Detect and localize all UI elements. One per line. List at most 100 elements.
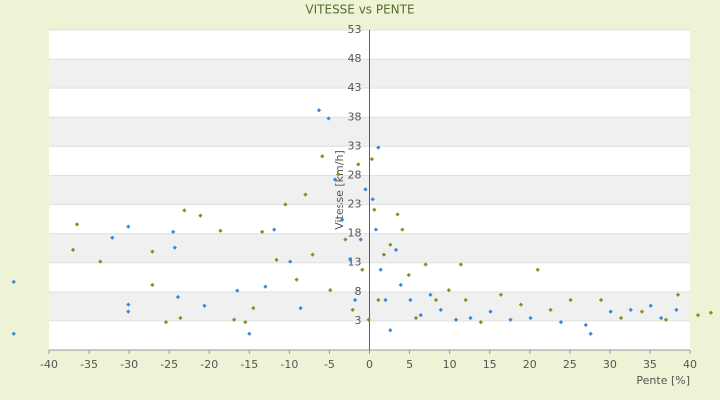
point <box>376 145 381 150</box>
x-axis-title: Pente [%] <box>636 374 690 387</box>
point <box>468 315 473 321</box>
x-tick-label: 30 <box>603 358 617 371</box>
point <box>260 229 265 235</box>
point <box>356 162 361 167</box>
point <box>488 309 493 314</box>
point <box>251 305 256 311</box>
y-tick-label: 18 <box>348 227 362 240</box>
y-tick-label: 43 <box>348 81 362 94</box>
point <box>369 157 375 162</box>
point <box>648 303 653 308</box>
point <box>243 319 248 325</box>
point <box>528 315 533 321</box>
chart-title: VITESSE vs PENTE <box>305 3 414 17</box>
point <box>393 247 399 253</box>
point <box>352 297 358 303</box>
point <box>478 319 483 325</box>
point <box>288 259 293 264</box>
point <box>358 237 363 242</box>
point <box>343 237 348 242</box>
x-tick-label: -35 <box>80 358 98 371</box>
x-tick-label: 0 <box>366 358 373 371</box>
point <box>336 172 341 177</box>
point <box>458 262 463 267</box>
point <box>274 257 279 262</box>
point <box>383 297 388 303</box>
point <box>388 328 393 333</box>
point <box>400 227 405 232</box>
point <box>378 267 383 272</box>
point <box>408 297 413 303</box>
point <box>263 284 268 289</box>
point <box>247 331 252 336</box>
point <box>298 305 303 311</box>
point <box>663 317 669 322</box>
y-tick-label: 33 <box>348 139 362 152</box>
point <box>446 287 451 293</box>
y-tick-label: 48 <box>348 52 362 65</box>
point <box>126 224 131 229</box>
point <box>388 242 393 247</box>
point <box>639 309 645 314</box>
x-tick-label: -30 <box>120 358 138 371</box>
point <box>598 297 604 303</box>
point <box>428 292 433 297</box>
point <box>366 317 371 322</box>
point <box>453 317 459 322</box>
point <box>433 297 439 303</box>
point <box>708 310 713 315</box>
point <box>70 247 76 253</box>
x-tick-label: 25 <box>563 358 577 371</box>
point <box>413 315 419 321</box>
x-tick-label: -10 <box>280 358 298 371</box>
x-tick-label: -25 <box>160 358 178 371</box>
point <box>608 309 613 314</box>
point <box>235 288 240 293</box>
point <box>74 222 80 227</box>
point <box>381 252 387 257</box>
y-tick-label: 53 <box>348 23 362 36</box>
point <box>628 307 633 312</box>
point <box>163 319 169 325</box>
point <box>618 315 624 321</box>
point <box>303 192 308 197</box>
point <box>283 202 288 207</box>
y-tick-label: 38 <box>348 110 362 123</box>
point <box>340 217 345 222</box>
x-tick-label: 20 <box>523 358 537 371</box>
point <box>423 262 428 267</box>
point <box>320 154 325 159</box>
point <box>418 312 423 318</box>
point <box>110 235 115 240</box>
point <box>348 257 353 262</box>
point <box>659 315 664 321</box>
y-axis-title: Vitesse [km/h] <box>333 150 346 230</box>
point <box>294 277 299 282</box>
point <box>175 294 181 300</box>
point <box>150 249 155 254</box>
point <box>535 267 540 272</box>
point <box>202 303 207 308</box>
x-tick-label: 15 <box>483 358 497 371</box>
x-tick-label: 10 <box>443 358 457 371</box>
point <box>463 297 468 303</box>
point <box>218 228 223 233</box>
point <box>583 322 588 328</box>
point <box>675 292 681 297</box>
point <box>372 207 377 212</box>
y-tick-label: 8 <box>355 285 362 298</box>
point <box>182 208 187 213</box>
y-tick-label: 23 <box>348 198 362 211</box>
point <box>328 287 333 293</box>
y-tick-label: 3 <box>355 314 362 327</box>
point <box>438 307 443 312</box>
x-tick-label: 35 <box>643 358 657 371</box>
point <box>548 307 553 312</box>
point <box>373 227 379 232</box>
x-tick-label: -20 <box>200 358 218 371</box>
x-tick-label: -40 <box>40 358 58 371</box>
point <box>178 315 183 321</box>
point <box>370 197 375 202</box>
point <box>674 307 679 312</box>
